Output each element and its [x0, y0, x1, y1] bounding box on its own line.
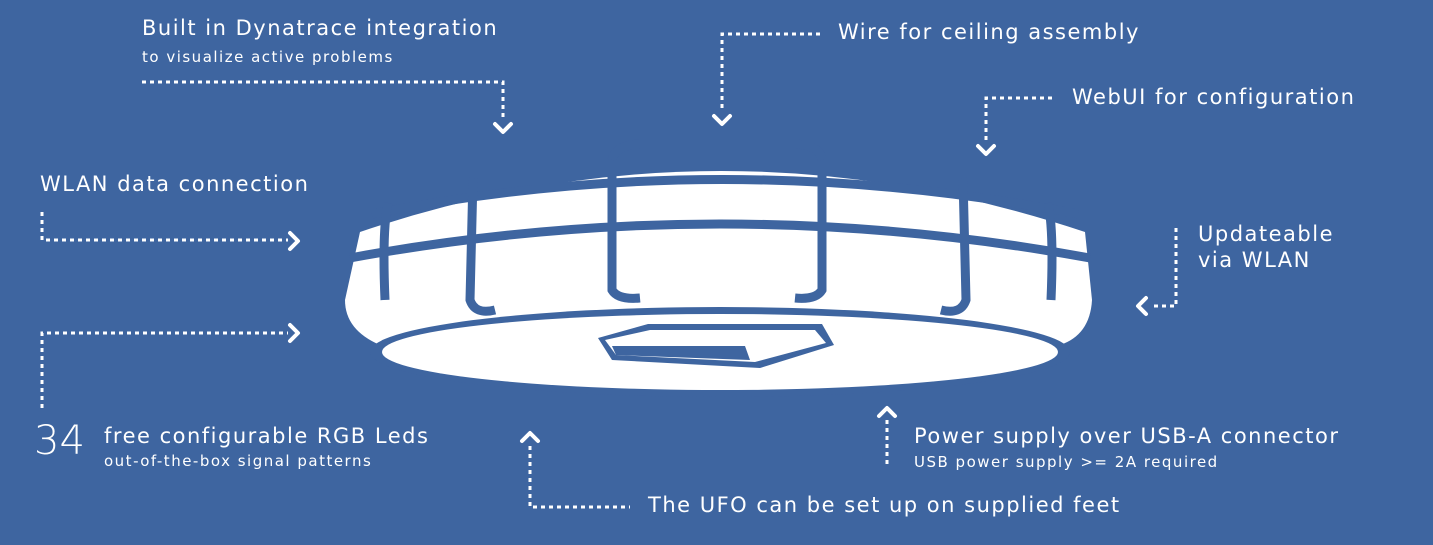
leader-leds	[40, 331, 288, 408]
arrow-down-icon	[712, 114, 732, 126]
label-wlan: WLAN data connection	[40, 172, 310, 196]
leader-wire	[720, 32, 820, 108]
label-leds-count: 34	[34, 418, 85, 464]
label-dynatrace-title: Built in Dynatrace integration	[142, 16, 499, 40]
leader-lines	[40, 32, 1178, 509]
label-updateable-2: via WLAN	[1198, 248, 1311, 272]
label-power-sub: USB power supply >= 2A required	[914, 453, 1219, 471]
leader-dynatrace	[142, 80, 505, 118]
arrow-left-icon	[1136, 296, 1148, 316]
leader-updateable	[1152, 228, 1178, 308]
label-leds-sub: out-of-the-box signal patterns	[104, 452, 373, 470]
label-feet: The UFO can be set up on supplied feet	[648, 493, 1121, 517]
arrow-down-icon	[976, 144, 996, 156]
leader-webui	[984, 96, 1056, 140]
label-leds-title: free configurable RGB Leds	[104, 424, 430, 448]
label-updateable-1: Updateable	[1198, 222, 1335, 246]
label-dynatrace-sub: to visualize active problems	[142, 48, 394, 66]
label-wire: Wire for ceiling assembly	[838, 20, 1140, 44]
label-power-title: Power supply over USB-A connector	[914, 424, 1340, 448]
ufo-device-illustration	[345, 139, 1092, 397]
arrow-up-icon	[520, 431, 540, 443]
leader-wlan	[40, 212, 288, 242]
label-webui: WebUI for configuration	[1072, 85, 1356, 109]
arrow-up-icon	[877, 406, 897, 418]
arrow-down-icon	[493, 122, 513, 134]
arrow-right-icon	[288, 231, 300, 251]
arrow-right-icon	[288, 323, 300, 343]
